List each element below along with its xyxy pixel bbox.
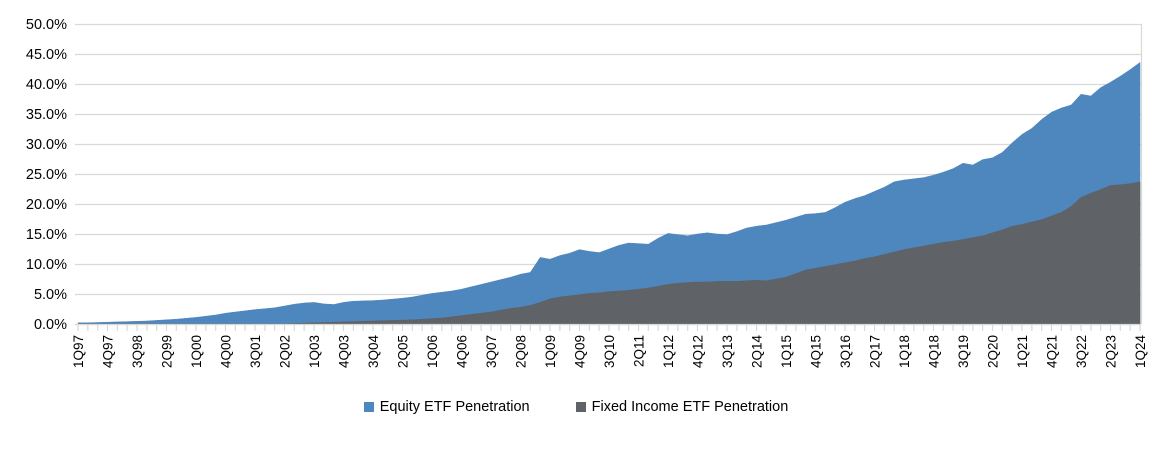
x-tick-label: 2Q05 xyxy=(396,335,411,368)
y-tick-label: 25.0% xyxy=(26,167,67,183)
x-tick-label: 2Q02 xyxy=(278,335,293,368)
x-tick-label: 4Q15 xyxy=(809,335,824,368)
x-tick-label: 2Q11 xyxy=(632,335,647,367)
x-tick-label: 1Q00 xyxy=(189,335,204,368)
x-tick-label: 4Q21 xyxy=(1045,335,1060,368)
x-tick-label: 3Q13 xyxy=(720,335,735,368)
y-tick-label: 0.0% xyxy=(34,317,67,333)
x-tick-label: 1Q24 xyxy=(1133,335,1148,369)
x-tick-label: 2Q08 xyxy=(514,335,529,368)
x-tick-label: 1Q09 xyxy=(543,335,558,368)
x-tick-label: 3Q10 xyxy=(602,335,617,368)
y-tick-label: 35.0% xyxy=(26,107,67,123)
x-tick-label: 1Q12 xyxy=(661,335,676,368)
x-tick-label: 3Q16 xyxy=(838,335,853,368)
x-tick-label: 2Q14 xyxy=(750,335,765,369)
x-tick-label: 2Q20 xyxy=(986,335,1001,368)
x-tick-label: 4Q06 xyxy=(455,335,470,368)
x-tick-label: 1Q06 xyxy=(425,335,440,368)
legend-label-equity: Equity ETF Penetration xyxy=(379,399,530,415)
x-tick-label: 3Q19 xyxy=(956,335,971,368)
x-tick-label: 1Q03 xyxy=(307,335,322,368)
chart-legend: Equity ETF Penetration Fixed Income ETF … xyxy=(0,399,1152,415)
x-tick-label: 3Q04 xyxy=(366,335,381,369)
x-tick-label: 1Q97 xyxy=(71,335,86,368)
x-tick-label: 2Q17 xyxy=(868,335,883,368)
x-tick-label: 1Q15 xyxy=(779,335,794,368)
y-tick-label: 5.0% xyxy=(34,287,67,303)
x-tick-label: 3Q01 xyxy=(248,335,263,368)
x-tick-label: 1Q21 xyxy=(1015,335,1030,368)
x-tick-label: 4Q03 xyxy=(337,335,352,368)
y-tick-label: 30.0% xyxy=(26,137,67,153)
equity-series-swatch-icon xyxy=(363,402,374,412)
y-tick-label: 20.0% xyxy=(26,197,67,213)
legend-item-fixed-income: Fixed Income ETF Penetration xyxy=(575,399,789,415)
y-tick-label: 15.0% xyxy=(26,227,67,243)
x-tick-label: 2Q99 xyxy=(160,335,175,368)
y-tick-label: 40.0% xyxy=(26,77,67,93)
x-tick-label: 4Q18 xyxy=(927,335,942,368)
x-tick-label: 2Q23 xyxy=(1104,335,1119,368)
x-tick-label: 3Q07 xyxy=(484,335,499,368)
x-tick-label: 4Q09 xyxy=(573,335,588,368)
legend-item-equity: Equity ETF Penetration xyxy=(363,399,530,415)
x-tick-label: 3Q98 xyxy=(130,335,145,368)
x-tick-label: 4Q12 xyxy=(691,335,706,368)
y-tick-label: 45.0% xyxy=(26,47,67,63)
x-tick-label: 4Q00 xyxy=(219,335,234,368)
fixed-income-series-swatch-icon xyxy=(575,402,586,412)
y-tick-label: 50.0% xyxy=(26,17,67,33)
legend-label-fixed-income: Fixed Income ETF Penetration xyxy=(591,399,789,415)
x-tick-label: 1Q18 xyxy=(897,335,912,368)
x-tick-label: 4Q97 xyxy=(101,335,116,368)
x-tick-label: 3Q22 xyxy=(1074,335,1089,368)
y-tick-label: 10.0% xyxy=(26,257,67,273)
